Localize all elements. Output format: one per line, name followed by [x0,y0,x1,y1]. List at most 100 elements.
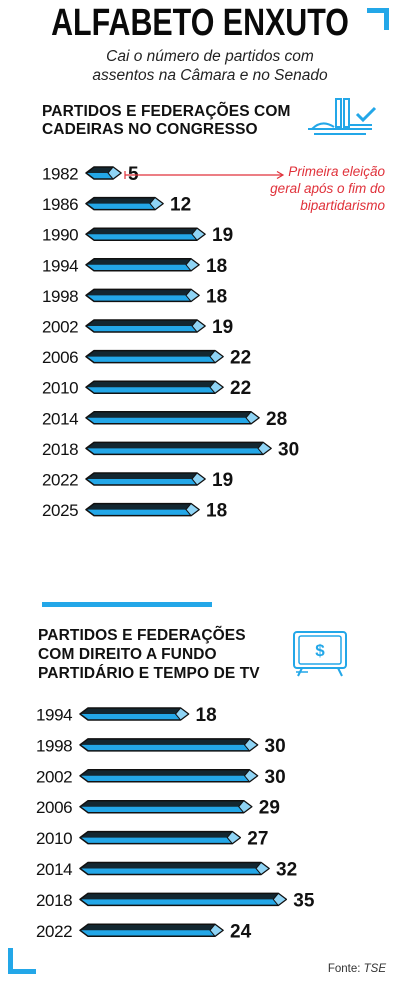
value-label: 32 [276,860,297,881]
year-label: 1982 [42,165,78,184]
value-label: 12 [170,195,191,216]
value-label: 30 [265,767,286,788]
year-label: 2010 [36,829,72,848]
chart1-title-line-2: CADEIRAS NO CONGRESSO [42,121,258,138]
year-label: 2006 [42,348,78,367]
annotation-line-1: Primeira eleição [288,164,385,179]
bar-top-facet [80,738,258,745]
value-label: 18 [206,256,227,277]
bar-group: 1986 12 [42,195,191,216]
value-label: 18 [206,501,227,522]
bar-group: 2006 29 [36,798,280,819]
chart2-title-line-2: COM DIREITO A FUNDO [38,646,217,663]
check-icon [355,106,377,123]
value-label: 28 [266,409,287,430]
bar-end-cap [191,319,206,333]
source-label: Fonte: [327,963,361,975]
bar-group: 1982 5 [42,164,139,185]
value-label: 18 [196,705,217,726]
annotation-line-3: bipartidarismo [300,198,385,213]
bar-top-facet [80,893,287,900]
value-label: 24 [230,921,252,942]
bar-top-facet [80,769,258,776]
bar-end-cap [185,288,200,303]
year-label: 2025 [42,501,78,520]
year-label: 2022 [36,922,72,941]
subtitle-line-1: Cai o número de partidos com [106,48,314,65]
bar-top-facet [80,831,241,838]
year-label: 2022 [42,471,78,490]
year-label: 2014 [36,860,72,879]
bar-top-facet [80,862,269,869]
value-label: 18 [206,286,227,307]
value-label: 30 [278,439,299,460]
corner-mark-bottom-left [8,948,36,974]
bar-top-facet [80,924,223,931]
bar-group: 1998 30 [36,736,286,757]
value-label: 27 [247,829,268,850]
corner-mark-top-right [367,8,389,30]
bar-group: 1994 18 [36,705,217,726]
bar-group: 2018 30 [42,439,299,460]
bar-end-cap [257,441,272,456]
bar-top-facet [86,503,199,510]
value-label: 19 [212,470,233,491]
page-title: ALFABETO ENXUTO [51,2,349,44]
bar-end-cap [209,923,224,937]
year-label: 1998 [36,736,72,755]
year-label: 1994 [42,256,78,275]
svg-text:$: $ [315,641,325,660]
year-label: 1986 [42,195,78,214]
chart2-title-line-3: PARTIDÁRIO E TEMPO DE TV [38,665,260,682]
year-label: 2014 [42,409,78,428]
bar-top-facet [80,708,189,714]
source-value: TSE [363,963,386,975]
value-label: 35 [293,890,315,911]
year-label: 2010 [42,379,78,398]
value-label: 19 [212,317,233,338]
bar-group: 2002 19 [42,317,233,338]
value-label: 22 [230,348,251,369]
bar-end-cap [238,800,253,814]
bar-group: 2014 32 [36,860,297,881]
bar-end-cap [107,166,122,180]
chart2-plot: 1994 18 1998 30 2002 30 2006 29 2010 27 2014 32 2018… [36,705,315,942]
subtitle-line-2: assentos na Câmara e no Senado [92,67,328,84]
bar-top-facet [86,473,205,479]
bar-end-cap [174,707,190,721]
source-note: Fonte: TSE [328,963,386,975]
bar-top-facet [86,350,223,357]
bar-end-cap [191,227,206,241]
year-label: 1990 [42,226,78,245]
year-label: 2006 [36,798,72,817]
chart1-title-line-1: PARTIDOS E FEDERAÇÕES COM [42,103,291,120]
annotation-arrow [124,167,286,180]
bar-end-cap [272,892,288,907]
bar-group: 1994 18 [42,256,227,277]
bar-end-cap [185,502,200,517]
bar-top-facet [80,800,252,807]
bar-group: 2022 24 [36,921,252,942]
bar-end-cap [245,411,260,425]
year-label: 2018 [42,440,78,459]
section-divider [42,602,212,607]
year-label: 1994 [36,706,72,725]
congress-building-icon [306,93,376,138]
bar-end-cap [226,830,242,845]
bar-end-cap [191,472,206,486]
bar-top-facet [86,258,199,265]
bar-top-facet [86,381,223,388]
annotation-line-2: geral após o fim do [270,181,385,196]
value-label: 22 [230,378,251,399]
bar-group: 1998 18 [42,286,227,307]
bar-top-facet [86,411,259,418]
bar-group: 2025 18 [42,501,227,522]
bar-group: 1990 19 [42,225,233,246]
value-label: 30 [265,736,286,757]
bar-group: 2018 35 [36,890,315,911]
chart2-title-line-1: PARTIDOS E FEDERAÇÕES [38,627,246,644]
value-label: 19 [212,225,233,246]
bar-group: 2002 30 [36,767,286,788]
year-label: 2018 [36,891,72,910]
